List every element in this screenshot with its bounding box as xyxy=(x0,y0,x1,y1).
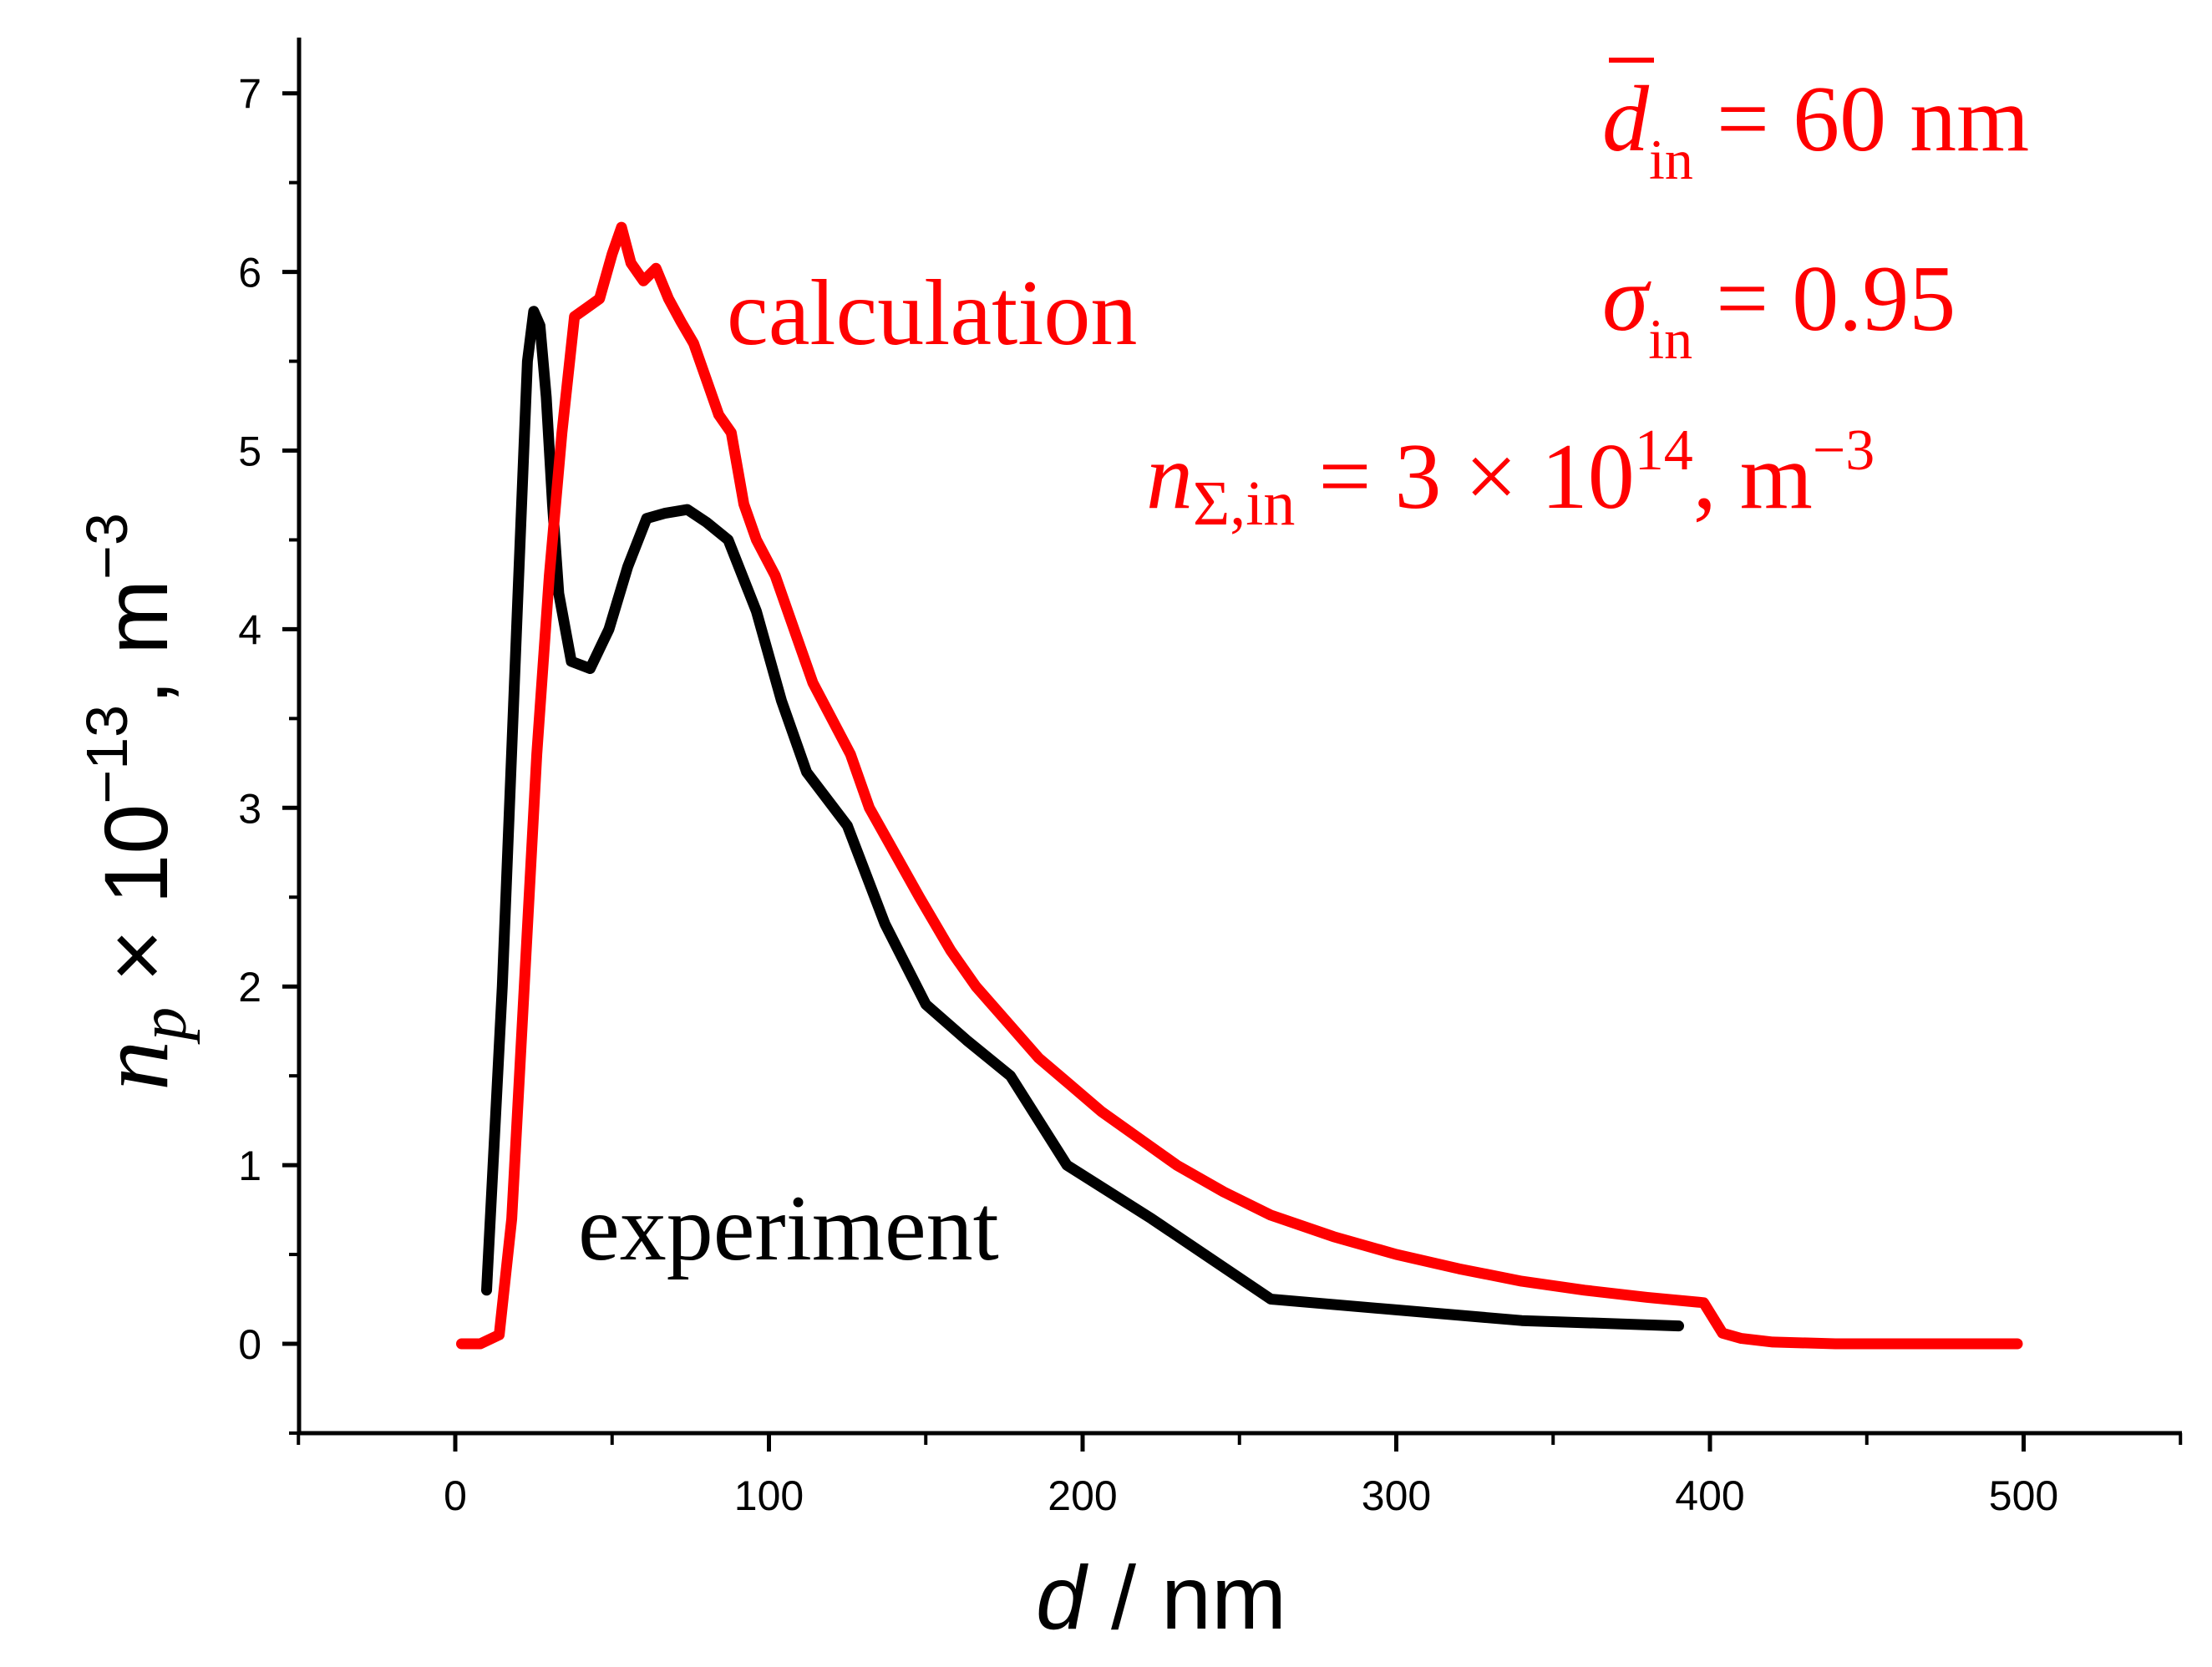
x-tick-label: 500 xyxy=(1989,1472,2058,1519)
calculation-label: calculation xyxy=(727,261,1137,365)
y-axis-title-unit: , m xyxy=(85,580,186,705)
sigma-annotation: σin = 0.95 xyxy=(1602,247,1956,371)
axes: 0 1 2 3 4 5 6 7 0 100 200 300 400 500 xyxy=(238,38,2183,1519)
x-tick-label: 200 xyxy=(1048,1472,1117,1519)
d-mean-annotation: din = 60 nm xyxy=(1602,68,2029,191)
d-mean-rest: = 60 nm xyxy=(1693,68,2029,171)
x-tick-label: 300 xyxy=(1362,1472,1431,1519)
y-tick-label: 6 xyxy=(238,250,261,296)
y-tick-label: 2 xyxy=(238,964,261,1011)
sigma-rest: = 0.95 xyxy=(1692,247,1956,351)
y-tick-label: 1 xyxy=(238,1143,261,1189)
y-tick-label: 0 xyxy=(238,1321,261,1368)
n-total-symbol: n xyxy=(1146,425,1193,529)
y-axis-title-exp: −13 xyxy=(74,705,140,804)
x-axis-title-symbol: d xyxy=(1036,1547,1088,1648)
y-axis-title-unit-exp: −3 xyxy=(74,513,140,580)
series-line-experiment xyxy=(481,306,1684,1332)
y-tick-label: 3 xyxy=(238,785,261,832)
y-axis-title-symbol: n xyxy=(78,1041,189,1091)
y-axis-ticks: 0 1 2 3 4 5 6 7 xyxy=(238,71,299,1435)
series-layer xyxy=(456,221,2023,1350)
n-total-unit: , m xyxy=(1693,425,1813,529)
n-total-sub: Σ,in xyxy=(1193,469,1295,539)
experiment-label: experiment xyxy=(578,1177,999,1280)
y-axis-title-times: × 10 xyxy=(85,804,186,1007)
n-total-exp: 14 xyxy=(1635,418,1693,483)
n-total-annotation: nΣ,in = 3 × 1014, m−3 xyxy=(1146,418,1875,539)
n-total-unit-exp: −3 xyxy=(1813,418,1875,483)
sigma-symbol: σ xyxy=(1602,247,1651,351)
y-tick-label: 4 xyxy=(238,606,261,653)
y-axis-title-sub: p xyxy=(127,1007,200,1045)
x-axis-title: d / nm xyxy=(1036,1547,1286,1648)
series-line-calculation xyxy=(456,221,2023,1350)
d-mean-symbol: d xyxy=(1602,68,1650,171)
n-total-rest: = 3 × 10 xyxy=(1295,425,1634,529)
parameter-annotations: din = 60 nm σin = 0.95 nΣ,in = 3 × 1014,… xyxy=(1146,58,2029,539)
d-mean-sub: in xyxy=(1649,128,1693,191)
x-tick-label: 100 xyxy=(734,1472,804,1519)
x-tick-label: 0 xyxy=(444,1472,467,1519)
y-tick-label: 7 xyxy=(238,71,261,118)
sigma-sub: in xyxy=(1648,307,1692,371)
y-axis-title: np × 10−13, m−3 xyxy=(74,513,200,1091)
x-axis-ticks: 0 100 200 300 400 500 xyxy=(297,1433,2183,1519)
y-tick-label: 5 xyxy=(238,428,261,475)
x-tick-label: 400 xyxy=(1675,1472,1744,1519)
x-axis-title-unit: / nm xyxy=(1086,1547,1286,1648)
